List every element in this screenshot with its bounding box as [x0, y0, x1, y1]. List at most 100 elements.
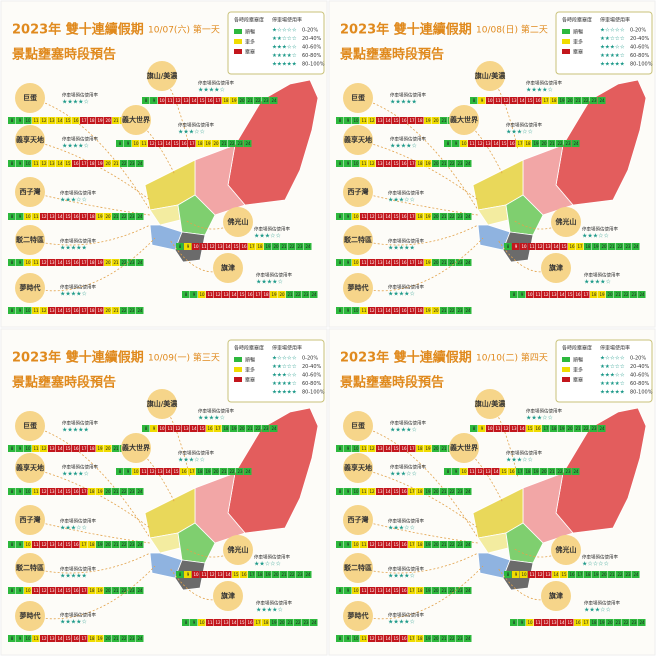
hour-label: 15 [393, 446, 399, 451]
hour-cell [384, 541, 392, 548]
hour-cell [48, 587, 56, 594]
hour-cell [96, 160, 104, 167]
hour-label: 12 [41, 588, 47, 593]
hour-cell [468, 468, 476, 475]
hour-label: 14 [385, 588, 391, 593]
hour-label: 11 [361, 588, 367, 593]
hour-label: 21 [247, 98, 253, 103]
legend-swatch [234, 39, 242, 44]
spot-name: 旗山/美濃 [147, 399, 179, 408]
hour-label: 21 [113, 214, 119, 219]
hour-label: 14 [57, 636, 63, 641]
hour-label: 19 [425, 542, 431, 547]
hour-label: 16 [73, 489, 79, 494]
panel-subtitle: 景點壅塞時段預告 [12, 375, 116, 391]
spot-stars: ★★★★☆ [584, 279, 611, 286]
legend-stars: ★★☆☆☆ [600, 364, 625, 370]
hour-label: 20 [239, 426, 245, 431]
hour-cell [198, 291, 206, 298]
hour-label: 17 [81, 118, 87, 123]
hour-label: 13 [183, 98, 189, 103]
hour-label: 21 [441, 308, 447, 313]
hour-cell [344, 587, 352, 594]
spot-name: 義大世界 [450, 115, 479, 124]
hour-label: 8 [11, 542, 14, 547]
hour-cell [352, 587, 360, 594]
hour-label: 12 [503, 426, 509, 431]
hour-cell [486, 425, 494, 432]
hour-label: 19 [97, 260, 103, 265]
hour-cell [478, 97, 486, 104]
hour-label: 9 [187, 572, 190, 577]
panel-title: 2023年 雙十連續假期 [12, 22, 144, 38]
hour-label: 24 [639, 620, 645, 625]
hour-cell [456, 635, 464, 642]
hour-cell [352, 635, 360, 642]
hour-label: 14 [191, 426, 197, 431]
spot-badge [147, 61, 177, 91]
hour-cell [116, 468, 124, 475]
hour-label: 15 [65, 542, 71, 547]
hour-label: 10 [199, 292, 205, 297]
hour-label: 10 [25, 636, 31, 641]
hour-label: 14 [57, 588, 63, 593]
hour-label: 21 [441, 214, 447, 219]
hour-label: 9 [455, 469, 458, 474]
hour-label: 15 [233, 244, 239, 249]
hour-label: 9 [347, 161, 350, 166]
hour-cell [132, 468, 140, 475]
hour-label: 10 [353, 161, 359, 166]
hour-cell [176, 243, 184, 250]
legend-swatch [562, 39, 570, 44]
hour-label: 24 [305, 572, 311, 577]
hour-cell [32, 307, 40, 314]
hour-cell [128, 213, 136, 220]
hour-cell [8, 160, 16, 167]
hour-label: 8 [507, 572, 510, 577]
hour-cell [536, 571, 544, 578]
hour-label: 12 [41, 260, 47, 265]
hour-cell [638, 291, 646, 298]
spot-stars: ★★★☆☆ [178, 129, 205, 136]
hour-cell [40, 541, 48, 548]
hour-cell [214, 97, 222, 104]
spot-stars: ★★★☆☆ [390, 471, 417, 478]
hour-label: 23 [303, 292, 309, 297]
hour-label: 9 [19, 489, 22, 494]
hour-cell [500, 140, 508, 147]
hour-label: 21 [247, 426, 253, 431]
hour-cell [440, 117, 448, 124]
parking-caption: 停車場預估使用率 [60, 190, 96, 197]
hour-cell [230, 425, 238, 432]
hour-label: 10 [25, 308, 31, 313]
hour-label: 13 [377, 636, 383, 641]
hour-cell [40, 117, 48, 124]
hour-cell [526, 291, 534, 298]
hour-label: 10 [527, 620, 533, 625]
parking-caption: 停車場預估使用率 [198, 80, 234, 87]
hour-label: 22 [583, 426, 589, 431]
hour-cell [494, 425, 502, 432]
legend-label: 車多 [573, 39, 583, 46]
spot-stars: ★★★★☆ [388, 291, 415, 298]
spot-badge [15, 177, 45, 207]
hour-cell [128, 160, 136, 167]
hour-cell [104, 259, 112, 266]
hour-cell [8, 445, 16, 452]
hour-cell [190, 291, 198, 298]
hour-label: 15 [65, 446, 71, 451]
hour-cell [456, 213, 464, 220]
hour-label: 10 [353, 118, 359, 123]
legend-stars: ★★★☆☆ [272, 45, 297, 51]
hour-label: 20 [105, 214, 111, 219]
hour-label: 11 [529, 244, 535, 249]
hour-cell [112, 160, 120, 167]
hour-cell [510, 619, 518, 626]
hour-label: 19 [533, 141, 539, 146]
hour-label: 14 [385, 161, 391, 166]
hour-label: 20 [433, 260, 439, 265]
hour-label: 21 [281, 244, 287, 249]
hour-label: 9 [521, 620, 524, 625]
hour-cell [368, 445, 376, 452]
legend-stars: ★★★★☆ [600, 53, 625, 59]
